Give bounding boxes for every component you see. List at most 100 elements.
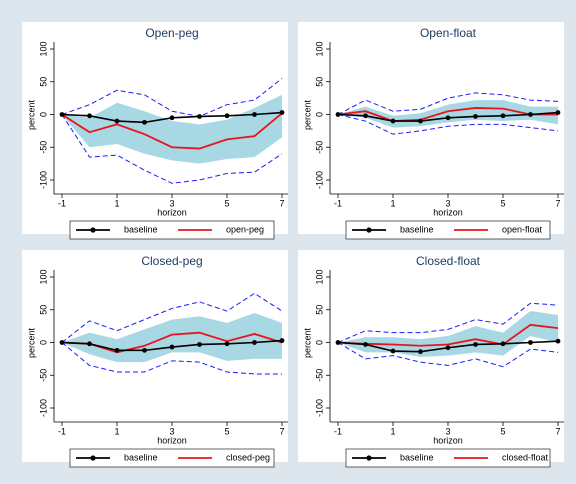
point [59,112,65,117]
point [528,340,533,345]
point [335,112,341,117]
y-tick-label: 100 [314,269,324,284]
y-tick-label: -50 [38,141,48,154]
y-tick-label: 50 [38,305,48,315]
legend-marker [366,455,372,461]
legend [69,448,275,468]
x-tick-label: 3 [169,198,174,208]
x-tick-label: -1 [334,198,342,208]
point [142,347,147,353]
point [197,114,202,119]
panel: Open-peg -100 -50 0 50 100 -1 1 3 5 7 percent horizo… [22,22,288,240]
panel: Closed-peg -100 -50 0 50 100 -1 1 3 5 7 percent hori… [22,250,288,468]
point [555,338,561,344]
bound-line [61,342,282,375]
point [528,112,533,117]
x-tick-label: 5 [500,426,505,436]
legend-label: baseline [124,224,158,234]
point [279,338,285,343]
bound-line [337,342,559,368]
y-tick-label: -50 [314,141,324,154]
panel: Closed-float -100 -50 0 50 100 -1 1 3 5 7 percent ho… [298,250,564,468]
point [418,349,423,355]
y-tick-label: 0 [314,112,324,117]
legend-label: closed-float [502,452,549,462]
point [500,113,506,119]
point [169,115,175,121]
legend-label: baseline [124,452,158,462]
legend-label: closed-peg [226,452,270,462]
bound-line [337,92,559,115]
x-axis-title: horizon [433,435,463,445]
point [473,342,478,347]
legend-label: baseline [400,224,434,234]
series-line [337,323,559,347]
x-tick-label: -1 [334,426,342,436]
chart-title: Open-peg [145,26,198,40]
x-tick-label: 1 [390,426,395,436]
point [169,344,175,350]
point [418,118,423,124]
point [279,110,285,115]
point [500,341,506,347]
y-tick-label: -100 [314,171,324,189]
point [445,345,451,351]
point [390,348,396,354]
series-line [337,107,558,122]
point [59,340,65,345]
point [114,347,120,353]
y-tick-label: -100 [314,399,324,417]
y-axis-title: percent [26,327,36,358]
point [87,113,92,119]
bound-line [61,292,283,343]
x-tick-label: 3 [445,198,450,208]
y-tick-label: -100 [38,399,48,417]
x-tick-label: -1 [58,426,66,436]
x-tick-label: 1 [114,198,119,208]
point [390,118,396,124]
legend-label: open-peg [226,224,264,234]
x-tick-label: 5 [224,426,229,436]
chart-title: Closed-peg [141,254,202,268]
point [252,340,257,345]
x-tick-label: 3 [169,426,174,436]
y-tick-label: 100 [38,269,48,284]
x-tick-label: 1 [390,198,395,208]
y-tick-label: 100 [314,41,324,56]
legend-label: baseline [400,452,434,462]
point [142,119,147,125]
y-axis-title: percent [26,99,36,130]
legend [345,220,551,240]
x-axis-title: horizon [433,207,463,217]
x-tick-label: 7 [555,426,560,436]
legend [345,448,551,468]
legend-label: open-float [502,224,543,234]
point [224,341,230,347]
y-tick-label: 50 [314,305,324,315]
chart-title: Closed-float [416,254,481,268]
y-tick-label: 0 [38,340,48,345]
point [363,342,368,347]
point [363,113,368,119]
x-tick-label: 5 [500,198,505,208]
x-tick-label: 7 [279,426,284,436]
bound-line [61,114,283,184]
confidence-band [62,94,282,164]
legend [69,220,275,240]
x-tick-label: 3 [445,426,450,436]
x-tick-label: 7 [279,198,284,208]
y-tick-label: -100 [38,171,48,189]
legend-marker [90,455,96,461]
y-tick-label: -50 [314,369,324,382]
y-tick-label: -50 [38,369,48,382]
point [473,114,478,119]
panel: Open-float -100 -50 0 50 100 -1 1 3 5 7 percent hori… [298,22,564,240]
point [197,342,202,347]
point [224,113,230,119]
y-tick-label: 0 [38,112,48,117]
bound-line [337,114,559,135]
x-tick-label: 1 [114,426,119,436]
y-axis-title: percent [302,99,312,130]
